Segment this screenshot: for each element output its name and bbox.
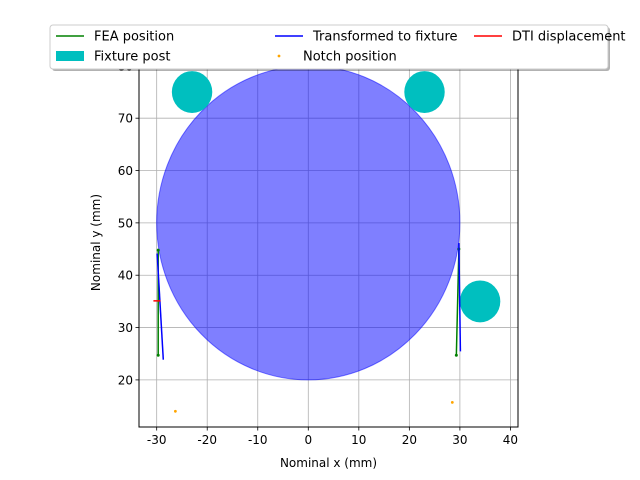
y-tick-label: 30 [118, 321, 133, 335]
y-axis-label: Nominal y (mm) [89, 194, 103, 291]
fixture-posts-layer [171, 71, 501, 323]
transformed-to-fixture-line [458, 243, 462, 352]
legend: FEA position Transformed to fixture DTI di… [49, 24, 626, 71]
x-tick-label: -10 [248, 433, 268, 447]
fea-position-marker [156, 353, 160, 357]
y-tick-label: 40 [118, 269, 133, 283]
y-tick-label: 60 [118, 164, 133, 178]
legend-fixture-post-label: Fixture post [94, 50, 170, 65]
y-tick-label: 50 [118, 216, 133, 230]
shapes-layer [156, 65, 461, 381]
x-tick-label: 30 [452, 433, 467, 447]
lines-layer [153, 243, 462, 360]
x-tick-label: 20 [402, 433, 417, 447]
legend-fixture-post-swatch [56, 51, 84, 61]
legend-fea-position-label: FEA position [94, 30, 174, 45]
y-tick-label: 70 [118, 112, 133, 126]
y-tick-label: 20 [118, 373, 133, 387]
fea-position-marker [156, 248, 160, 252]
x-tick-label: -30 [147, 433, 167, 447]
legend-dti-displacement-label: DTI displacement [512, 30, 626, 45]
x-tick-label: 40 [503, 433, 518, 447]
nominal-circle [156, 65, 461, 381]
x-tick-label: -20 [197, 433, 217, 447]
legend-notch-position-label: Notch position [303, 50, 397, 65]
fixture-post-circle [171, 71, 213, 113]
fixture-post-circle [459, 280, 501, 323]
legend-transformed-to-fixture-label: Transformed to fixture [312, 30, 458, 45]
legend-notch-position-swatch [277, 54, 281, 58]
x-tick-label: 10 [351, 433, 366, 447]
x-axis-label: Nominal x (mm) [280, 456, 377, 470]
transformed-to-fixture-line [156, 253, 165, 360]
legend-box [49, 24, 609, 70]
notch-position-point [450, 401, 454, 404]
fixture-post-circle [404, 71, 445, 113]
x-tick-label: 0 [304, 433, 312, 447]
notch-points-layer [173, 401, 454, 413]
fea-position-marker [454, 353, 458, 357]
notch-position-point [173, 409, 177, 413]
